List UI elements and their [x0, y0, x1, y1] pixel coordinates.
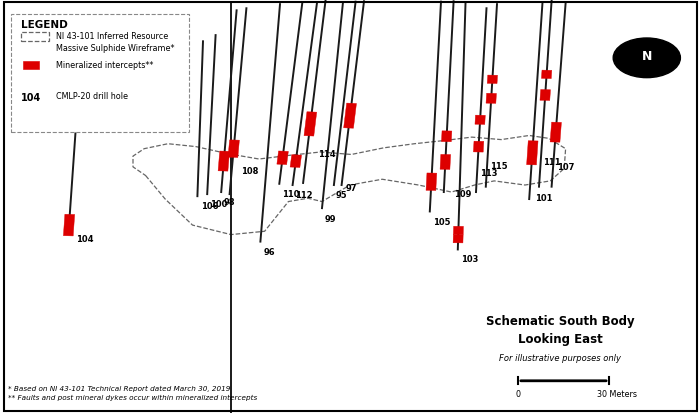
Polygon shape [304, 112, 316, 136]
Polygon shape [440, 154, 451, 169]
Polygon shape [64, 214, 75, 236]
Text: 100: 100 [210, 200, 228, 209]
Polygon shape [454, 226, 463, 235]
Text: * Based on NI 43-101 Technical Report dated March 30, 2019: * Based on NI 43-101 Technical Report da… [8, 385, 231, 392]
Text: 98: 98 [224, 198, 235, 207]
Text: 0: 0 [515, 390, 521, 399]
Text: 108: 108 [241, 167, 258, 176]
Text: LEGEND: LEGEND [21, 20, 68, 30]
Polygon shape [486, 93, 496, 103]
Polygon shape [442, 131, 452, 142]
FancyBboxPatch shape [10, 14, 189, 132]
Polygon shape [487, 75, 498, 83]
Polygon shape [540, 90, 550, 100]
Text: For illustrative purposes only: For illustrative purposes only [499, 354, 621, 363]
Text: N: N [642, 50, 652, 63]
Polygon shape [426, 173, 437, 190]
Polygon shape [228, 140, 239, 157]
Text: ** Faults and post mineral dykes occur within mineralized intercepts: ** Faults and post mineral dykes occur w… [8, 395, 258, 401]
Polygon shape [550, 122, 561, 142]
Text: 30 Meters: 30 Meters [597, 390, 638, 399]
Text: 101: 101 [535, 194, 552, 203]
Polygon shape [475, 115, 485, 124]
Text: 109: 109 [454, 190, 471, 199]
Text: 112: 112 [295, 191, 312, 200]
Polygon shape [290, 154, 302, 168]
Text: 96: 96 [263, 248, 275, 257]
Polygon shape [344, 103, 356, 128]
Text: 105: 105 [433, 218, 450, 227]
Text: 107: 107 [557, 163, 575, 172]
Polygon shape [277, 151, 288, 164]
FancyBboxPatch shape [23, 61, 38, 69]
Text: 99: 99 [325, 215, 336, 224]
Polygon shape [453, 235, 463, 243]
Text: 104: 104 [21, 93, 41, 103]
Text: Schematic South Body
Looking East: Schematic South Body Looking East [486, 315, 634, 346]
Text: 95: 95 [335, 191, 347, 200]
Text: 106: 106 [201, 202, 218, 211]
Text: 103: 103 [461, 255, 478, 264]
Polygon shape [473, 141, 484, 152]
Polygon shape [541, 70, 552, 78]
Text: 110: 110 [282, 190, 300, 199]
Text: 115: 115 [490, 162, 507, 171]
Polygon shape [218, 151, 230, 171]
Text: Mineralized intercepts**: Mineralized intercepts** [56, 61, 153, 70]
Text: 113: 113 [480, 169, 498, 178]
Polygon shape [526, 141, 538, 165]
Text: 104: 104 [76, 235, 93, 244]
Text: 97: 97 [346, 184, 357, 193]
Text: 114: 114 [318, 150, 336, 159]
Text: CMLP-20 drill hole: CMLP-20 drill hole [56, 92, 128, 101]
Text: NI 43-101 Inferred Resource
Massive Sulphide Wireframe*: NI 43-101 Inferred Resource Massive Sulp… [56, 32, 174, 53]
Circle shape [613, 38, 680, 78]
Text: 111: 111 [543, 158, 561, 167]
